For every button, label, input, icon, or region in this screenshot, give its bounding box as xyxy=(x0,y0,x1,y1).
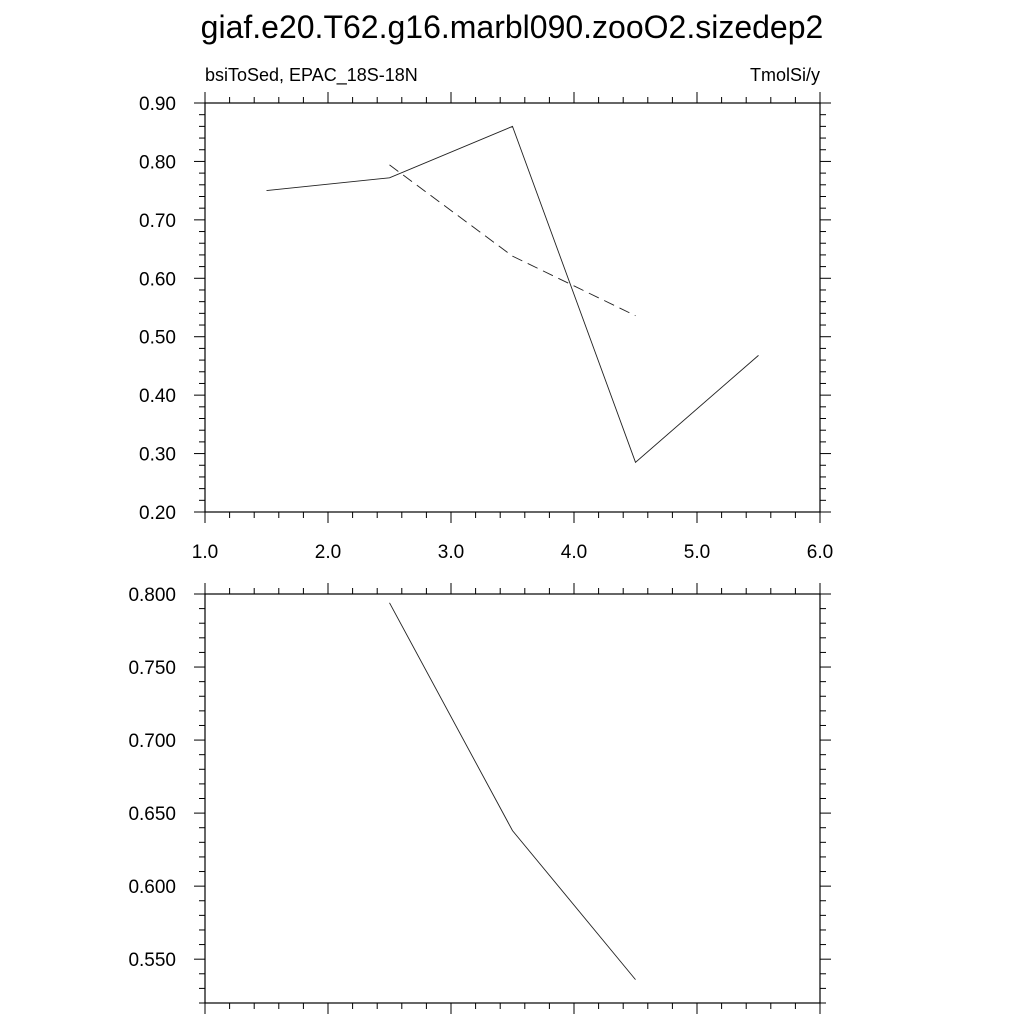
y-tick-label: 0.650 xyxy=(128,804,176,825)
plot-frame xyxy=(204,593,821,1004)
x-tick-label: 2.0 xyxy=(315,542,341,563)
x-tick-label: 4.0 xyxy=(561,542,587,563)
panel-right-label: TmolSi/y xyxy=(750,65,820,85)
y-tick-label: 0.30 xyxy=(139,445,176,466)
y-tick-label: 0.70 xyxy=(139,211,176,232)
panel-2: 0.550 0.600 0.650 0.700 0.750 0.800 xyxy=(128,583,831,1014)
y-tick-label: 0.90 xyxy=(139,94,176,115)
x-tick-label: 3.0 xyxy=(438,542,464,563)
y-tick-label: 0.700 xyxy=(128,731,176,752)
panel-1: 1.0 2.0 3.0 4.0 5.0 6.0 0.20 0.30 0.40 0.50 0.60 0.… xyxy=(139,65,833,563)
y-tick-label: 0.600 xyxy=(128,877,176,898)
y-tick-label: 0.20 xyxy=(139,503,176,524)
y-tick-label: 0.550 xyxy=(128,950,176,971)
x-tick-label: 5.0 xyxy=(684,542,710,563)
series-line-1 xyxy=(389,602,636,980)
y-tick-label: 0.800 xyxy=(128,585,176,606)
y-tick-label: 0.60 xyxy=(139,269,176,290)
panel-left-label: bsiToSed, EPAC_18S-18N xyxy=(205,65,418,86)
x-tick-label: 1.0 xyxy=(192,542,218,563)
y-tick-label: 0.80 xyxy=(139,152,176,173)
series-line-1 xyxy=(266,125,759,464)
plot-frame xyxy=(204,102,821,513)
x-tick-label: 6.0 xyxy=(807,542,833,563)
y-tick-label: 0.40 xyxy=(139,386,176,407)
chart-title: giaf.e20.T62.g16.marbl090.zooO2.sizedep2 xyxy=(201,9,824,45)
y-tick-label: 0.750 xyxy=(128,658,176,679)
series-line-2 xyxy=(389,164,636,317)
y-tick-label: 0.50 xyxy=(139,328,176,349)
